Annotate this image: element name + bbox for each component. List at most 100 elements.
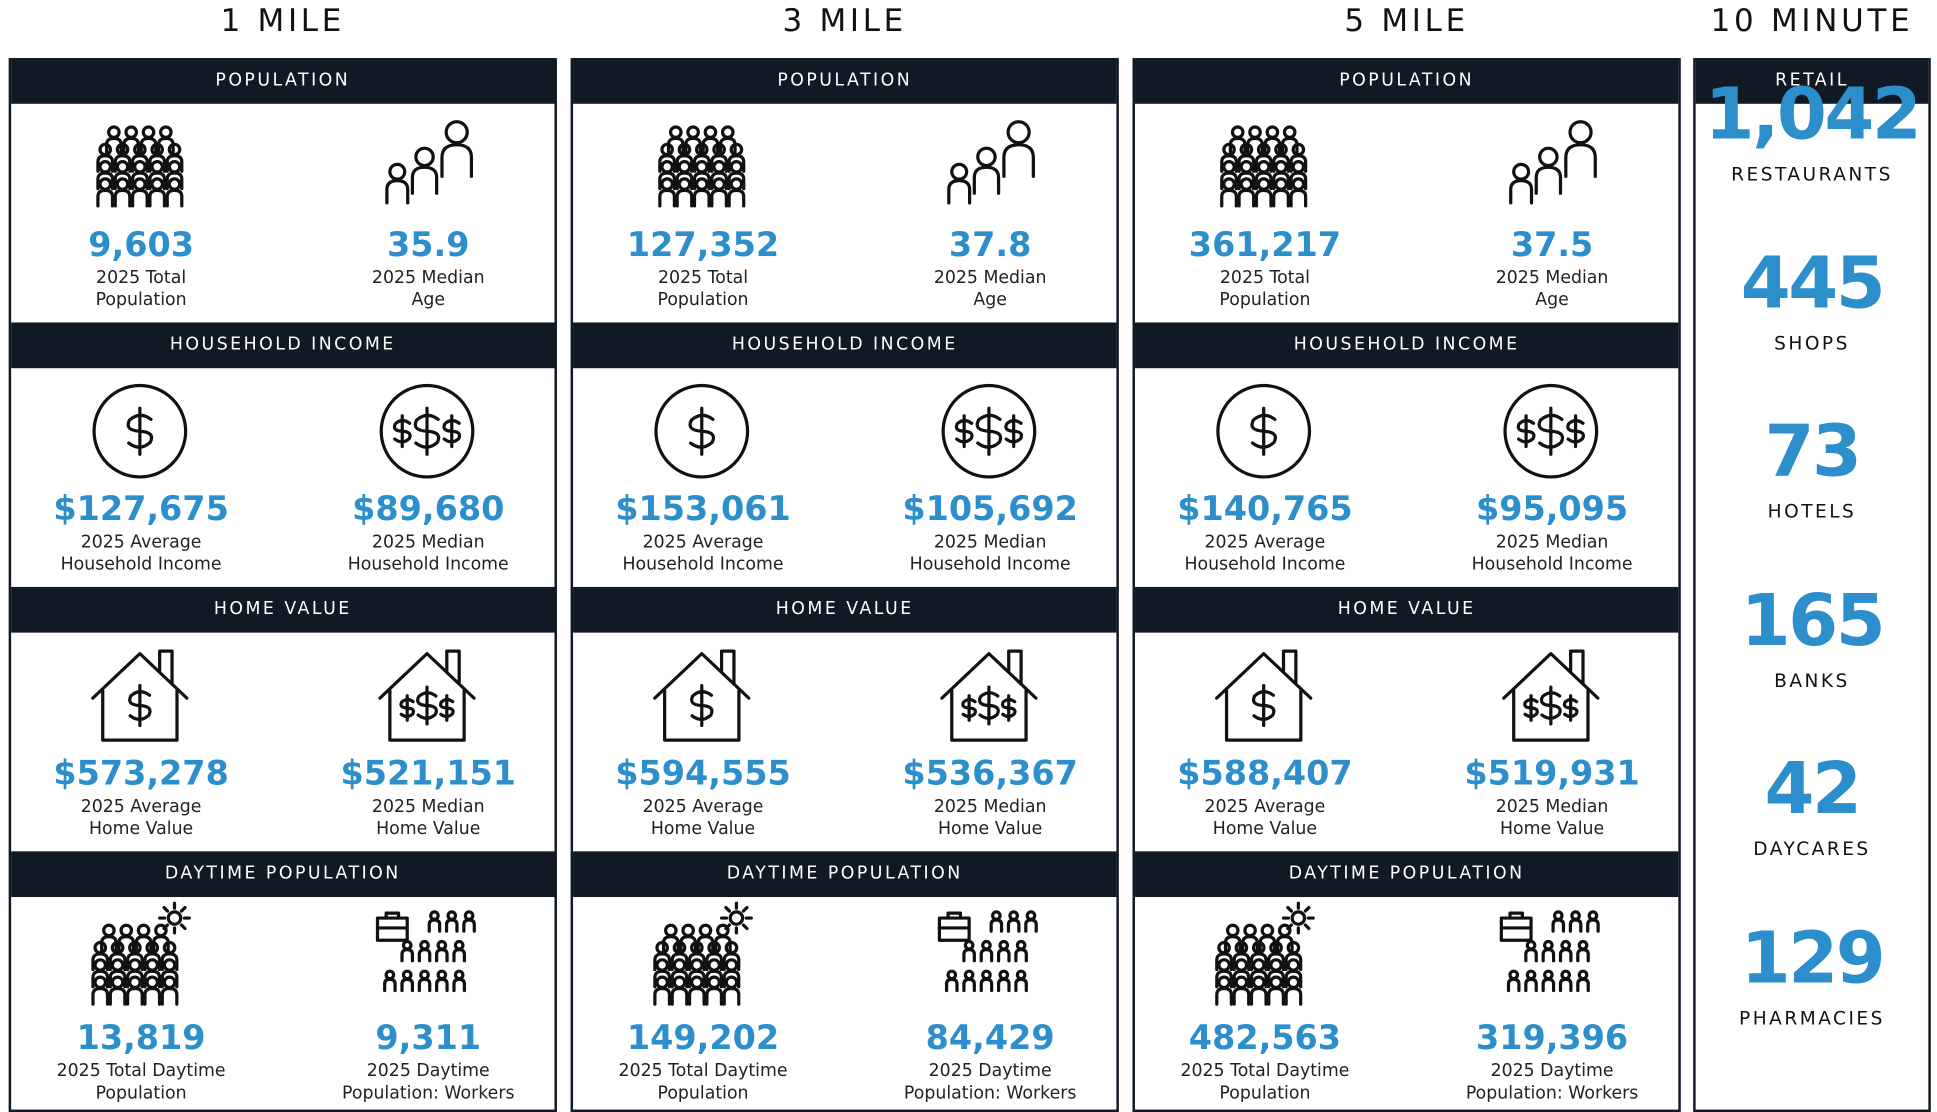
retail-value: 42	[1764, 746, 1862, 831]
section-header: HOME VALUE	[11, 586, 555, 633]
stat-label: 2025 Total Daytime	[1180, 1061, 1350, 1082]
stat-value: 482,563	[1188, 1019, 1342, 1058]
stat-label: 2025 Average	[80, 532, 202, 553]
section-header: HOME VALUE	[1134, 586, 1679, 633]
stat-label: Population	[1219, 290, 1311, 311]
stat-value: 149,202	[626, 1019, 780, 1058]
column-box: POPULATION 127,352 2025 Total Population 37.…	[570, 58, 1119, 1112]
stat-label: Home Value	[1499, 819, 1605, 839]
section-header: DAYTIME POPULATION	[11, 851, 555, 898]
column-title: 5 MILE	[1344, 2, 1469, 39]
stat-label: 2025 Average	[1204, 796, 1326, 817]
stat-label: 2025 Median	[1495, 268, 1609, 288]
stat-value: 84,429	[925, 1019, 1055, 1058]
icon	[96, 125, 184, 208]
stat-label: Household Income	[1471, 554, 1633, 575]
retail-box: RETAIL 1,042 RESTAURANTS 445 SHOPS 73 HOTELS 16…	[1693, 58, 1931, 1112]
stat-label: 2025 Median	[933, 532, 1047, 553]
icon	[91, 649, 189, 742]
stat-label: 2025 Average	[642, 796, 764, 817]
stat-label: 2025 Daytime	[366, 1061, 490, 1082]
section-header: HOME VALUE	[573, 586, 1117, 633]
icon	[385, 120, 474, 205]
stat-value: 13,819	[76, 1019, 206, 1058]
stat-value: 35.9	[387, 226, 470, 265]
icon	[941, 383, 1037, 479]
stat-value: $588,407	[1177, 754, 1353, 794]
icon	[947, 120, 1035, 205]
stat-label: Age	[1535, 290, 1569, 311]
icon	[937, 910, 1038, 993]
stat-label: Home Value	[88, 819, 194, 839]
stat-label: Population	[1219, 1083, 1311, 1104]
retail-value: 73	[1764, 409, 1862, 494]
icon	[1502, 649, 1600, 742]
retail-label: RESTAURANTS	[1731, 163, 1893, 186]
stat-label: Population: Workers	[1465, 1083, 1639, 1104]
section-header: POPULATION	[573, 58, 1117, 104]
section-header: POPULATION	[11, 58, 555, 104]
stat-label: Home Value	[376, 819, 481, 839]
stat-label: Population	[95, 290, 187, 311]
stat-label: Population	[657, 290, 749, 311]
icon	[940, 649, 1038, 742]
icon	[654, 383, 750, 479]
stat-value: 37.8	[948, 226, 1032, 265]
stat-value: $127,675	[53, 490, 229, 529]
section-header: HOUSEHOLD INCOME	[1134, 322, 1679, 369]
icon	[1215, 901, 1315, 1006]
column-title: 10 MINUTE	[1710, 2, 1914, 39]
stat-value: 9,311	[375, 1019, 482, 1058]
stat-value: 37.5	[1510, 226, 1594, 265]
stat-label: Population	[657, 1083, 749, 1104]
stat-label: 2025 Total	[657, 268, 749, 288]
icon	[92, 383, 188, 479]
icon	[1499, 910, 1600, 993]
stat-label: Population	[95, 1083, 187, 1104]
retail-value: 129	[1740, 915, 1886, 1000]
column-title: 3 MILE	[782, 2, 907, 39]
retail-label: PHARMACIES	[1739, 1007, 1885, 1030]
stat-value: $519,931	[1464, 754, 1640, 794]
stat-label: Population: Workers	[903, 1083, 1077, 1104]
stat-value: $95,095	[1475, 490, 1629, 529]
stat-value: 361,217	[1188, 226, 1342, 265]
stat-value: $594,555	[615, 754, 791, 794]
stat-label: 2025 Median	[933, 796, 1047, 817]
stat-label: Home Value	[650, 819, 756, 839]
column-box: POPULATION 361,217 2025 Total Population 37.…	[1132, 58, 1681, 1112]
stat-label: Household Income	[347, 554, 509, 575]
stat-value: 127,352	[626, 226, 780, 265]
stat-label: Age	[411, 290, 445, 311]
stat-label: Home Value	[938, 819, 1043, 839]
icon	[1509, 120, 1597, 205]
section-header: RETAIL	[1695, 58, 1929, 104]
stat-label: 2025 Total Daytime	[56, 1061, 226, 1082]
icon	[1216, 383, 1312, 479]
section-header: HOUSEHOLD INCOME	[11, 322, 555, 369]
stat-label: 2025 Total	[1219, 268, 1310, 288]
stat-label: 2025 Median	[371, 268, 485, 288]
stat-label: 2025 Daytime	[1490, 1061, 1614, 1082]
stat-label: 2025 Median	[371, 796, 485, 817]
stat-label: 2025 Median	[371, 532, 485, 553]
icon	[91, 901, 191, 1006]
column-box: POPULATION 9,603 2025 Total Population 35.9 2…	[8, 58, 557, 1112]
section-header: DAYTIME POPULATION	[1134, 851, 1679, 898]
retail-value: 1,042	[1704, 71, 1922, 156]
icon	[653, 649, 751, 742]
icon	[1215, 649, 1313, 742]
retail-label: DAYCARES	[1753, 838, 1871, 861]
retail-label: BANKS	[1774, 669, 1850, 692]
stat-label: Population: Workers	[342, 1083, 515, 1104]
stat-value: $573,278	[53, 754, 229, 794]
stat-label: 2025 Total Daytime	[618, 1061, 788, 1082]
stat-value: 319,396	[1475, 1019, 1629, 1058]
stat-value: $153,061	[615, 490, 791, 529]
stat-label: Household Income	[622, 554, 784, 575]
column-title: 1 MILE	[220, 2, 346, 39]
stat-value: $105,692	[902, 490, 1078, 529]
stat-value: $140,765	[1177, 490, 1353, 529]
